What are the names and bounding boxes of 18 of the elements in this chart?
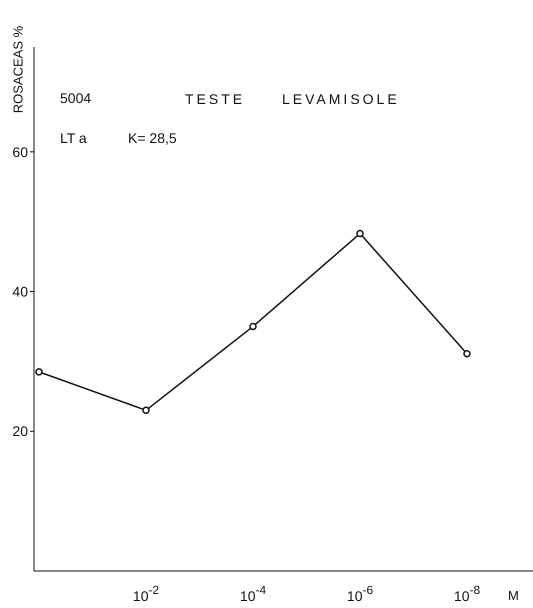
annotation: LT a xyxy=(60,130,87,146)
y-tick-label: 20 xyxy=(12,423,28,440)
point xyxy=(249,322,257,330)
x-tick-label: 10$^{-6}$ xyxy=(346,583,374,604)
x-axis-title: M xyxy=(508,588,519,603)
x-tick-label: 10$^{-8}$ xyxy=(454,583,480,604)
point xyxy=(356,230,364,238)
y-tick-label: 60 xyxy=(12,144,28,160)
point xyxy=(142,406,150,414)
x-tick-label: 10$^{-4}$ xyxy=(240,583,266,604)
y-axis-title: ROSACEAS % xyxy=(10,24,26,116)
text: TESTE LEVAMISOLE xyxy=(185,91,400,107)
point xyxy=(35,368,43,376)
point xyxy=(463,350,471,358)
annotation: K= 28,5 xyxy=(128,130,177,146)
y-tick-label: 40 xyxy=(12,284,28,300)
x-tick-label: 10$^{-2}$ xyxy=(132,583,160,604)
annotation: 5004 xyxy=(60,90,92,106)
